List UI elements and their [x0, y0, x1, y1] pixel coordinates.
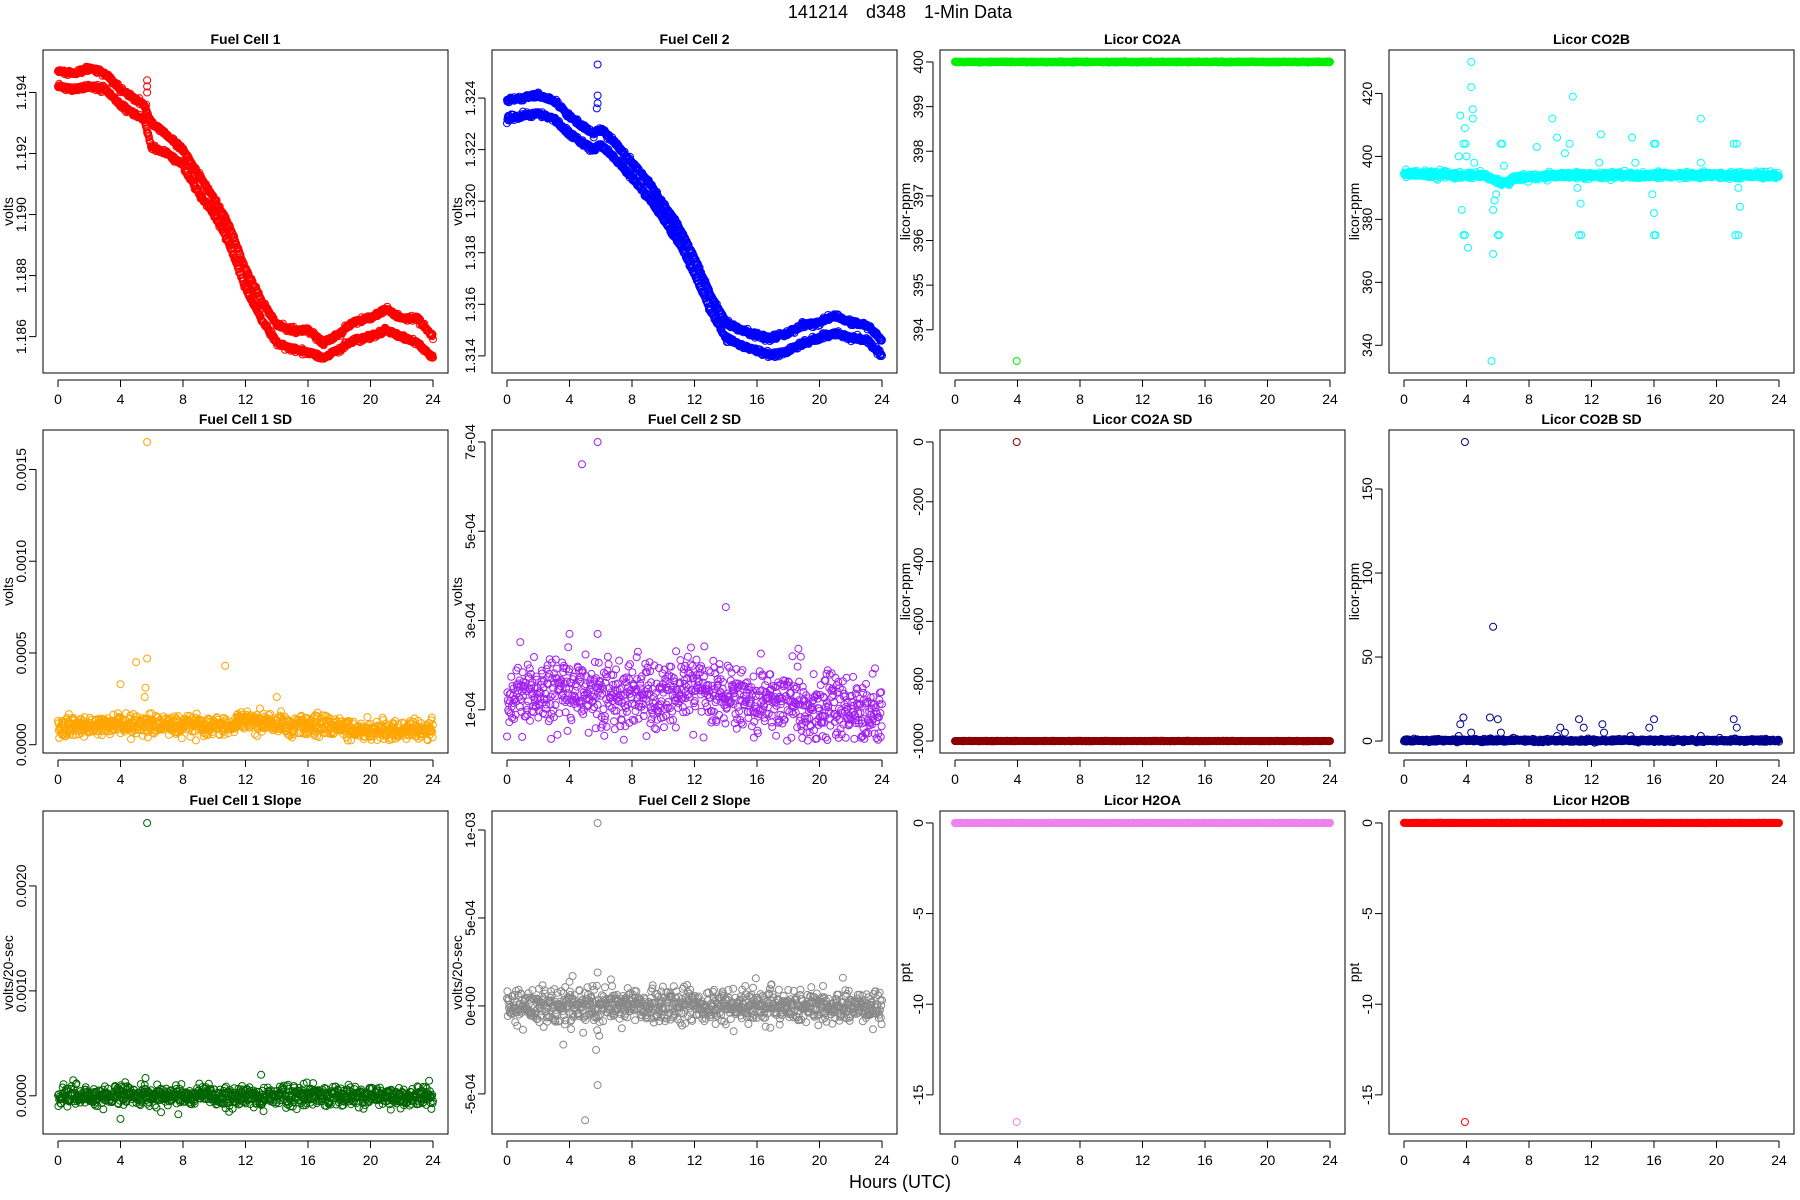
y-tick-label: 1.194 [13, 75, 29, 110]
x-tick-label: 20 [363, 391, 379, 407]
y-tick-label: 396 [910, 229, 926, 253]
chart-panel: Fuel Cell 1 volts 0 4 8 12 16 20 24 1.186 1.188 1.1… [0, 31, 449, 407]
outlier-point [593, 60, 602, 69]
x-tick-label: 12 [1135, 391, 1151, 407]
y-tick-label: 1.324 [462, 80, 478, 115]
y-tick-label: 1.190 [13, 197, 29, 232]
y-axis [926, 61, 934, 331]
title-day: d348 [866, 2, 907, 22]
x-tick-label: 8 [179, 391, 187, 407]
data-points [1400, 58, 1783, 365]
x-axis [57, 379, 434, 387]
x-tick-label: 20 [812, 391, 828, 407]
data-point [221, 212, 230, 221]
x-axis [506, 379, 883, 387]
y-tick-label: 1.322 [462, 132, 478, 167]
y-axis [29, 91, 37, 338]
x-tick-label: 4 [1014, 391, 1022, 407]
chart-title: Licor CO2B [1553, 31, 1630, 47]
data-points [951, 57, 1334, 365]
x-tick-label: 0 [503, 391, 511, 407]
x-tick-label: 4 [117, 391, 125, 407]
y-tick-label: 395 [910, 273, 926, 297]
x-tick-label: 20 [1260, 391, 1276, 407]
chart-title: Fuel Cell 1 [210, 31, 280, 47]
data-points [503, 60, 886, 361]
x-tick-label: 16 [749, 391, 765, 407]
title-date: 141214 [787, 2, 848, 22]
y-tick-label: 398 [910, 139, 926, 163]
y-tick-label: 1.192 [13, 136, 29, 171]
y-tick-label: 1.314 [462, 338, 478, 373]
x-tick-label: 24 [1322, 391, 1338, 407]
data-point [218, 208, 227, 217]
chart-title: Licor CO2A [1104, 31, 1181, 47]
plot-frame [939, 49, 1346, 374]
x-tick-label: 8 [1076, 391, 1084, 407]
x-tick-label: 24 [874, 391, 890, 407]
y-tick-label: 1.316 [462, 287, 478, 322]
data-point [215, 202, 224, 211]
y-tick-label: 397 [910, 184, 926, 208]
title-label: 1-Min Data [924, 2, 1013, 22]
x-tick-label: 24 [425, 391, 441, 407]
y-tick-label: 1.186 [13, 319, 29, 354]
x-tick-label: 16 [300, 391, 316, 407]
y-tick-label: 1.318 [462, 235, 478, 270]
x-tick-label: 0 [54, 391, 62, 407]
figure-title: 141214 d348 1-Min Data [0, 2, 1800, 23]
y-tick-label: 1.188 [13, 258, 29, 293]
y-axis-label: volts [0, 197, 16, 226]
x-tick-label: 16 [1197, 391, 1213, 407]
x-tick-label: 12 [238, 391, 254, 407]
y-tick-label: 399 [910, 95, 926, 119]
data-point [225, 222, 234, 231]
y-tick-label: 400 [910, 50, 926, 74]
x-tick-label: 8 [628, 391, 636, 407]
x-axis [954, 379, 1331, 387]
y-tick-label: 394 [910, 318, 926, 342]
chart-title: Fuel Cell 2 [659, 31, 729, 47]
data-point [113, 79, 122, 88]
x-tick-label: 4 [566, 391, 574, 407]
data-points [54, 62, 437, 363]
outlier-point [592, 104, 601, 113]
x-tick-label: 12 [687, 391, 703, 407]
x-tick-label: 0 [951, 391, 959, 407]
outlier-point [593, 91, 602, 100]
y-tick-label: 1.320 [462, 183, 478, 218]
outlier-point [1012, 357, 1021, 365]
y-axis [478, 97, 486, 357]
